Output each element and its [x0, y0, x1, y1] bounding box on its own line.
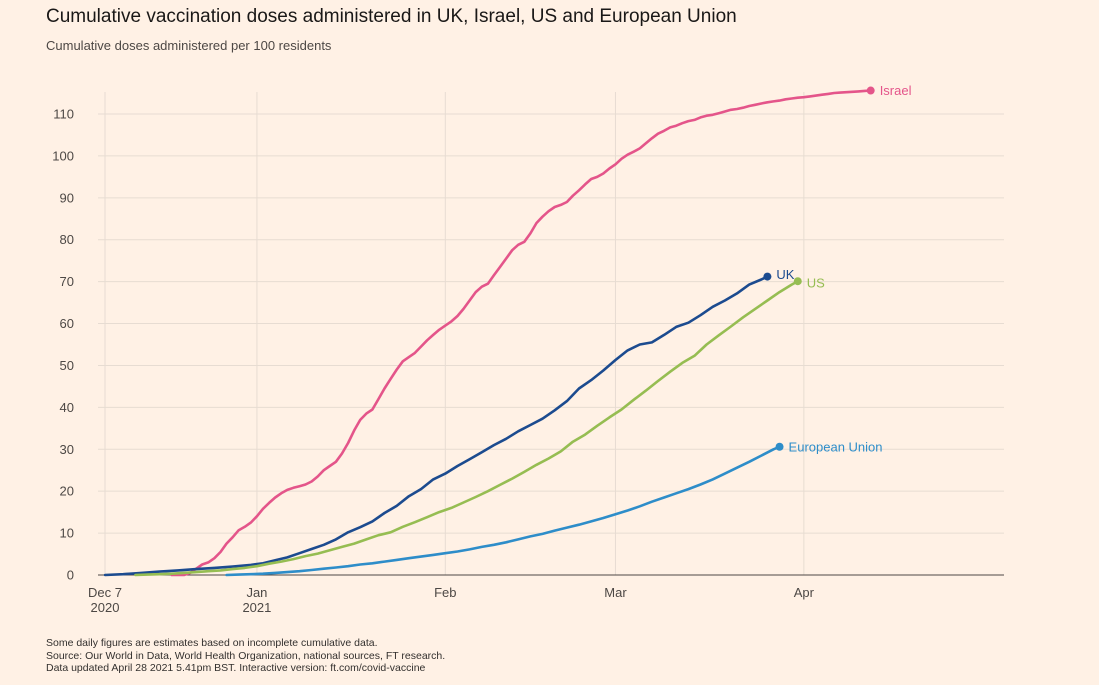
series-end-marker: [763, 272, 772, 281]
series-label: UK: [776, 267, 794, 282]
footnote-updated: Data updated April 28 2021 5.41pm BST. I…: [46, 662, 426, 674]
y-tick-label: 10: [60, 526, 74, 541]
y-tick-label: 0: [67, 568, 74, 583]
series-line: [170, 89, 872, 577]
series-line: [134, 279, 800, 577]
series-label: US: [807, 276, 825, 291]
footnote-estimates: Some daily figures are estimates based o…: [46, 637, 378, 649]
x-tick-label: Apr: [794, 585, 815, 600]
chart-title: Cumulative vaccination doses administere…: [46, 6, 737, 27]
x-tick-label: 2021: [242, 600, 271, 615]
y-tick-label: 80: [60, 232, 74, 247]
y-tick-label: 90: [60, 190, 74, 205]
x-tick-label: Jan: [246, 585, 267, 600]
series-end-marker: [866, 86, 875, 95]
y-tick-label: 110: [53, 107, 74, 122]
x-tick-label: Dec 7: [88, 585, 122, 600]
y-tick-label: 100: [52, 148, 74, 163]
footnote-source: Source: Our World in Data, World Health …: [46, 649, 446, 662]
series-end-marker: [775, 442, 784, 451]
series-line: [225, 445, 781, 577]
x-tick-label: 2020: [91, 600, 120, 615]
series-label: European Union: [789, 439, 883, 454]
chart-subtitle: Cumulative doses administered per 100 re…: [46, 38, 332, 53]
y-tick-label: 20: [60, 484, 74, 499]
series-label: Israel: [880, 83, 912, 98]
series-end-marker: [793, 277, 802, 286]
footnotes: Some daily figures are estimates based o…: [46, 637, 445, 675]
x-tick-label: Feb: [434, 585, 456, 600]
y-tick-label: 30: [60, 442, 74, 457]
y-tick-label: 50: [60, 358, 74, 373]
series-line: [103, 275, 769, 577]
y-tick-label: 40: [60, 400, 74, 415]
y-tick-label: 70: [60, 274, 74, 289]
x-tick-label: Mar: [604, 585, 627, 600]
y-tick-label: 60: [60, 316, 74, 331]
